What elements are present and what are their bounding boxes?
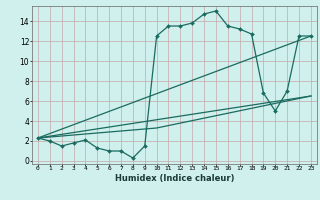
X-axis label: Humidex (Indice chaleur): Humidex (Indice chaleur) xyxy=(115,174,234,183)
